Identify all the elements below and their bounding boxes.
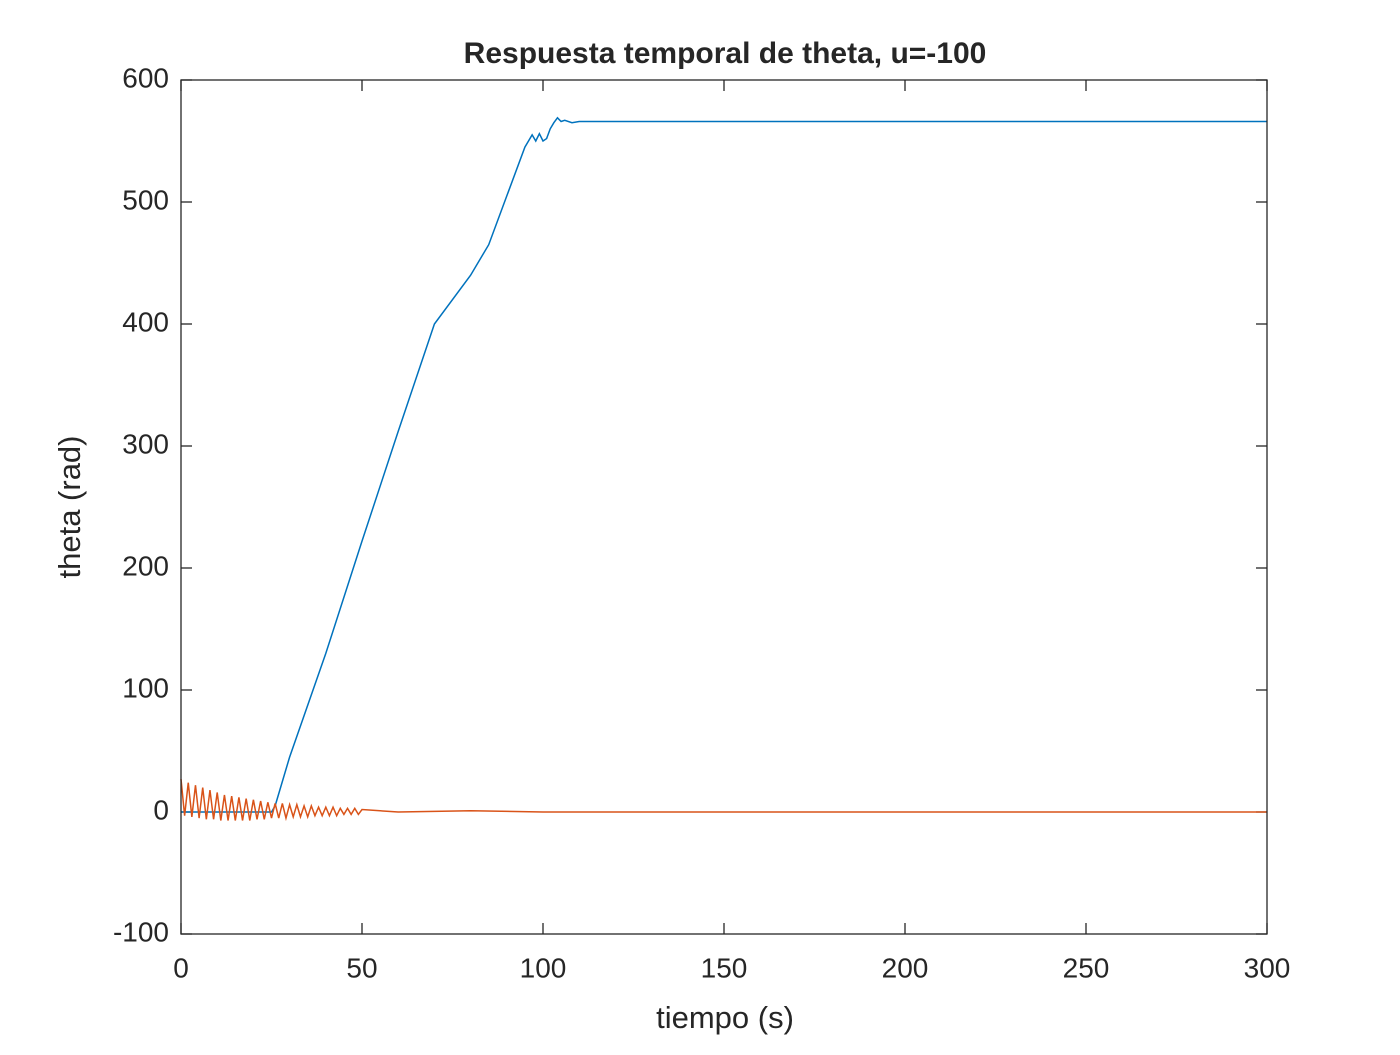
data-line	[180, 778, 1267, 822]
x-axis-label: tiempo (s)	[656, 1000, 794, 1035]
data-line	[181, 116, 1267, 813]
axes-box	[180, 79, 1268, 935]
x-tick-label: 250	[1063, 952, 1110, 983]
x-tick-label: 100	[520, 952, 567, 983]
y-tick-label: 300	[122, 428, 169, 459]
y-tick-label: 400	[122, 306, 169, 337]
y-tick-label: 500	[122, 184, 169, 215]
y-tick-label: 600	[122, 62, 169, 93]
y-tick-label: 100	[122, 672, 169, 703]
chart-title: Respuesta temporal de theta, u=-100	[464, 37, 987, 70]
plot-area	[181, 80, 1267, 934]
x-tick-label: 50	[346, 952, 377, 983]
x-tick-label: 200	[882, 952, 929, 983]
x-tick-label: 300	[1244, 952, 1291, 983]
y-tick-label: -100	[113, 916, 169, 947]
y-axis-label: theta (rad)	[52, 435, 87, 578]
x-tick-label: 150	[701, 952, 748, 983]
y-tick-label: 0	[153, 794, 169, 825]
y-tick-label: 200	[122, 550, 169, 581]
x-tick-label: 0	[173, 952, 189, 983]
